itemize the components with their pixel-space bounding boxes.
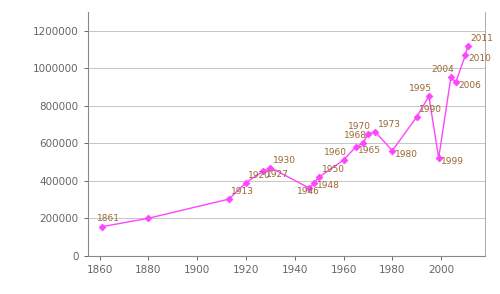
Text: 1965: 1965 (358, 146, 381, 155)
Text: 1861: 1861 (98, 213, 120, 223)
Text: 1927: 1927 (266, 170, 288, 179)
Text: 1970: 1970 (348, 122, 372, 131)
Text: 2004: 2004 (432, 66, 454, 74)
Text: 2011: 2011 (470, 34, 493, 43)
Text: 1960: 1960 (324, 148, 347, 157)
Text: 1950: 1950 (322, 165, 344, 174)
Text: 1973: 1973 (378, 120, 400, 129)
Text: 1990: 1990 (419, 105, 442, 114)
Text: 1913: 1913 (232, 187, 254, 196)
Text: 1920: 1920 (248, 171, 272, 180)
Text: 2010: 2010 (468, 54, 491, 63)
Text: 1948: 1948 (316, 181, 340, 191)
Text: 2006: 2006 (458, 81, 481, 90)
Text: 1980: 1980 (395, 150, 418, 158)
Text: 1995: 1995 (410, 84, 432, 93)
Text: 1968: 1968 (344, 131, 366, 140)
Text: 1930: 1930 (273, 156, 296, 165)
Text: 1946: 1946 (297, 187, 320, 196)
Text: 1999: 1999 (441, 157, 464, 166)
